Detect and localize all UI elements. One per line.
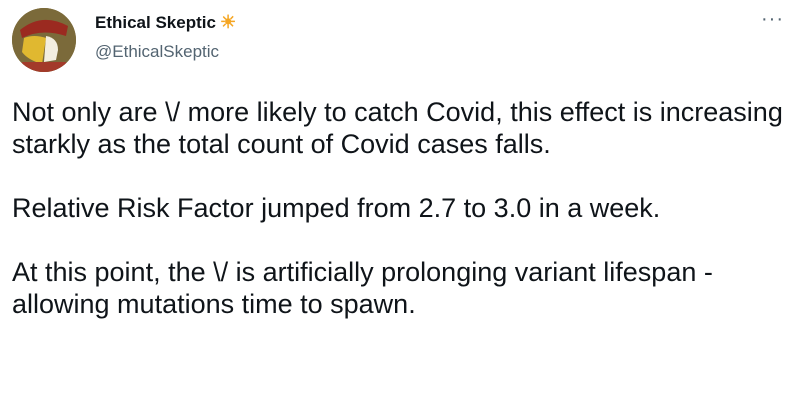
avatar[interactable]: [12, 8, 76, 72]
more-options-icon[interactable]: ···: [761, 8, 784, 30]
tweet-paragraph: At this point, the \/ is artificially pr…: [12, 257, 713, 319]
author-name[interactable]: Ethical Skeptic ☀: [95, 12, 237, 32]
jack-card-avatar-icon: [12, 8, 76, 72]
tweet-paragraph: Not only are \/ more likely to catch Cov…: [12, 97, 783, 159]
tweet-text: Not only are \/ more likely to catch Cov…: [12, 96, 797, 352]
sun-icon: ☀: [219, 12, 237, 32]
author-handle[interactable]: @EthicalSkeptic: [95, 42, 220, 61]
tweet-paragraph: Relative Risk Factor jumped from 2.7 to …: [12, 193, 661, 223]
